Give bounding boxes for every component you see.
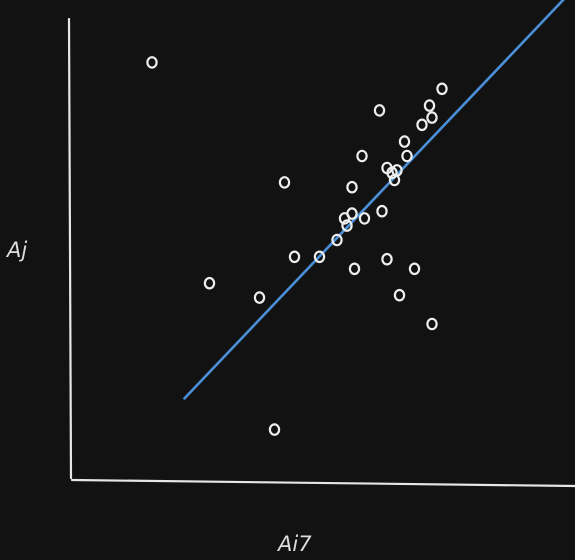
- data-point-9: [341, 219, 353, 232]
- data-point-30: [426, 317, 438, 331]
- x-axis: [70, 478, 575, 488]
- data-point-3: [278, 176, 291, 189]
- trendline: [183, 0, 565, 400]
- data-point-15: [376, 204, 388, 218]
- x-axis-label: Ai7: [276, 532, 312, 556]
- points-layer: [146, 56, 448, 436]
- data-point-6: [313, 250, 326, 264]
- data-point-12: [358, 212, 371, 225]
- data-point-16: [373, 104, 386, 117]
- data-point-29: [408, 262, 421, 276]
- data-point-8: [346, 180, 358, 194]
- y-axis-label: Aj: [5, 238, 27, 262]
- data-point-22: [401, 149, 413, 163]
- data-point-2: [253, 291, 266, 304]
- data-point-21: [398, 135, 411, 148]
- data-point-25: [416, 118, 428, 132]
- data-point-23: [381, 252, 393, 266]
- y-axis: [67, 17, 73, 480]
- trendline-layer: [183, 0, 565, 400]
- data-point-27: [423, 99, 436, 112]
- data-point-14: [356, 149, 368, 163]
- data-point-5: [268, 423, 281, 436]
- axes: [67, 17, 575, 488]
- data-point-24: [393, 288, 406, 302]
- data-point-20: [391, 164, 403, 177]
- data-point-4: [288, 250, 301, 264]
- data-point-28: [436, 82, 448, 96]
- data-point-1: [203, 276, 216, 290]
- data-point-0: [146, 56, 158, 69]
- data-point-11: [346, 207, 358, 220]
- data-point-7: [331, 233, 343, 247]
- data-point-13: [348, 262, 361, 276]
- data-point-26: [426, 111, 438, 124]
